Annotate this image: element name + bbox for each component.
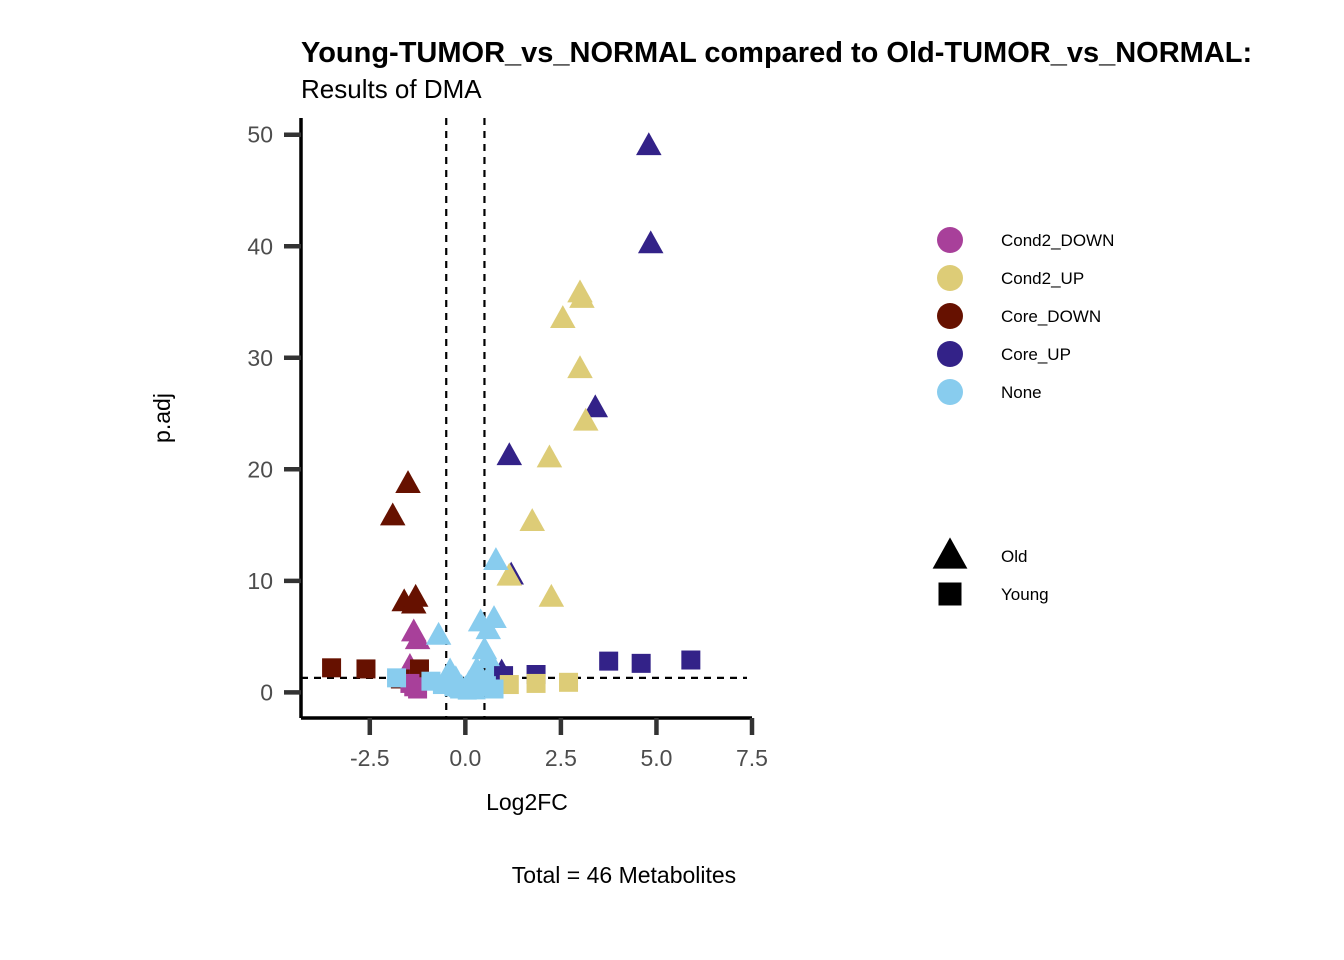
legend-color-key (937, 303, 963, 329)
point-triangle (475, 645, 502, 669)
point-triangle (519, 508, 545, 531)
point-triangle (475, 616, 502, 640)
point-triangle (404, 626, 431, 650)
y-tick-label: 40 (247, 233, 273, 259)
point-square (559, 672, 579, 692)
point-triangle (425, 621, 452, 645)
point-square (631, 653, 651, 673)
color-legend: Cond2_DOWN Cond2_UP Core_DOWN Core_UP None (937, 227, 1114, 405)
legend-color-label: Core_UP (1001, 345, 1071, 364)
point-square (473, 672, 493, 692)
legend-shape-label: Young (1001, 585, 1049, 604)
chart-caption: Total = 46 Metabolites (512, 862, 736, 888)
point-square (599, 651, 619, 671)
x-tick-label: -2.5 (350, 745, 390, 771)
data-points (322, 132, 701, 700)
point-triangle (538, 583, 565, 607)
point-triangle (379, 502, 406, 526)
y-tick-label: 20 (247, 456, 273, 482)
legend-color-label: Core_DOWN (1001, 307, 1101, 326)
legend-color-label: Cond2_UP (1001, 269, 1084, 288)
shape-legend: Old Young (932, 537, 1049, 606)
y-tick-label: 30 (247, 345, 273, 371)
point-triangle (636, 132, 662, 156)
y-tick-label: 50 (247, 122, 273, 148)
chart-title: Young-TUMOR_vs_NORMAL compared to Old-TU… (301, 37, 1252, 69)
legend-color-key (937, 265, 963, 291)
point-square (526, 673, 546, 693)
point-triangle (637, 230, 664, 254)
x-tick-label: 7.5 (736, 745, 768, 771)
x-tick-label: 0.0 (449, 745, 481, 771)
legend-color-key (937, 227, 963, 253)
point-triangle (496, 562, 523, 586)
point-triangle (395, 470, 421, 494)
point-triangle (582, 394, 609, 418)
x-tick-label: 5.0 (640, 745, 672, 771)
axes: -2.5 0.0 2.5 5.0 7.5 0 10 20 30 40 50 (247, 118, 768, 771)
y-tick-label: 0 (260, 679, 273, 705)
point-triangle (550, 305, 576, 328)
legend-shape-label: Old (1001, 547, 1027, 566)
point-square (499, 675, 519, 695)
legend-color-key (937, 379, 963, 405)
point-square (322, 658, 342, 678)
point-triangle (400, 590, 427, 614)
point-triangle (496, 442, 523, 466)
point-square (387, 668, 407, 688)
point-triangle (536, 444, 563, 468)
point-square (356, 659, 376, 679)
point-triangle (569, 285, 595, 308)
legend-shape-key (932, 537, 968, 569)
point-triangle (572, 407, 599, 431)
x-tick-label: 2.5 (545, 745, 577, 771)
legend-color-label: Cond2_DOWN (1001, 231, 1114, 250)
legend-color-label: None (1001, 383, 1042, 402)
y-tick-label: 10 (247, 568, 273, 594)
legend-color-key (937, 341, 963, 367)
chart-subtitle: Results of DMA (301, 74, 482, 104)
point-square (681, 650, 701, 670)
x-axis-title: Log2FC (486, 789, 568, 815)
reference-lines (301, 118, 747, 718)
legend-shape-key (938, 582, 962, 606)
point-triangle (567, 355, 593, 379)
y-axis-title: p.adj (149, 393, 175, 443)
point-triangle (483, 547, 509, 570)
